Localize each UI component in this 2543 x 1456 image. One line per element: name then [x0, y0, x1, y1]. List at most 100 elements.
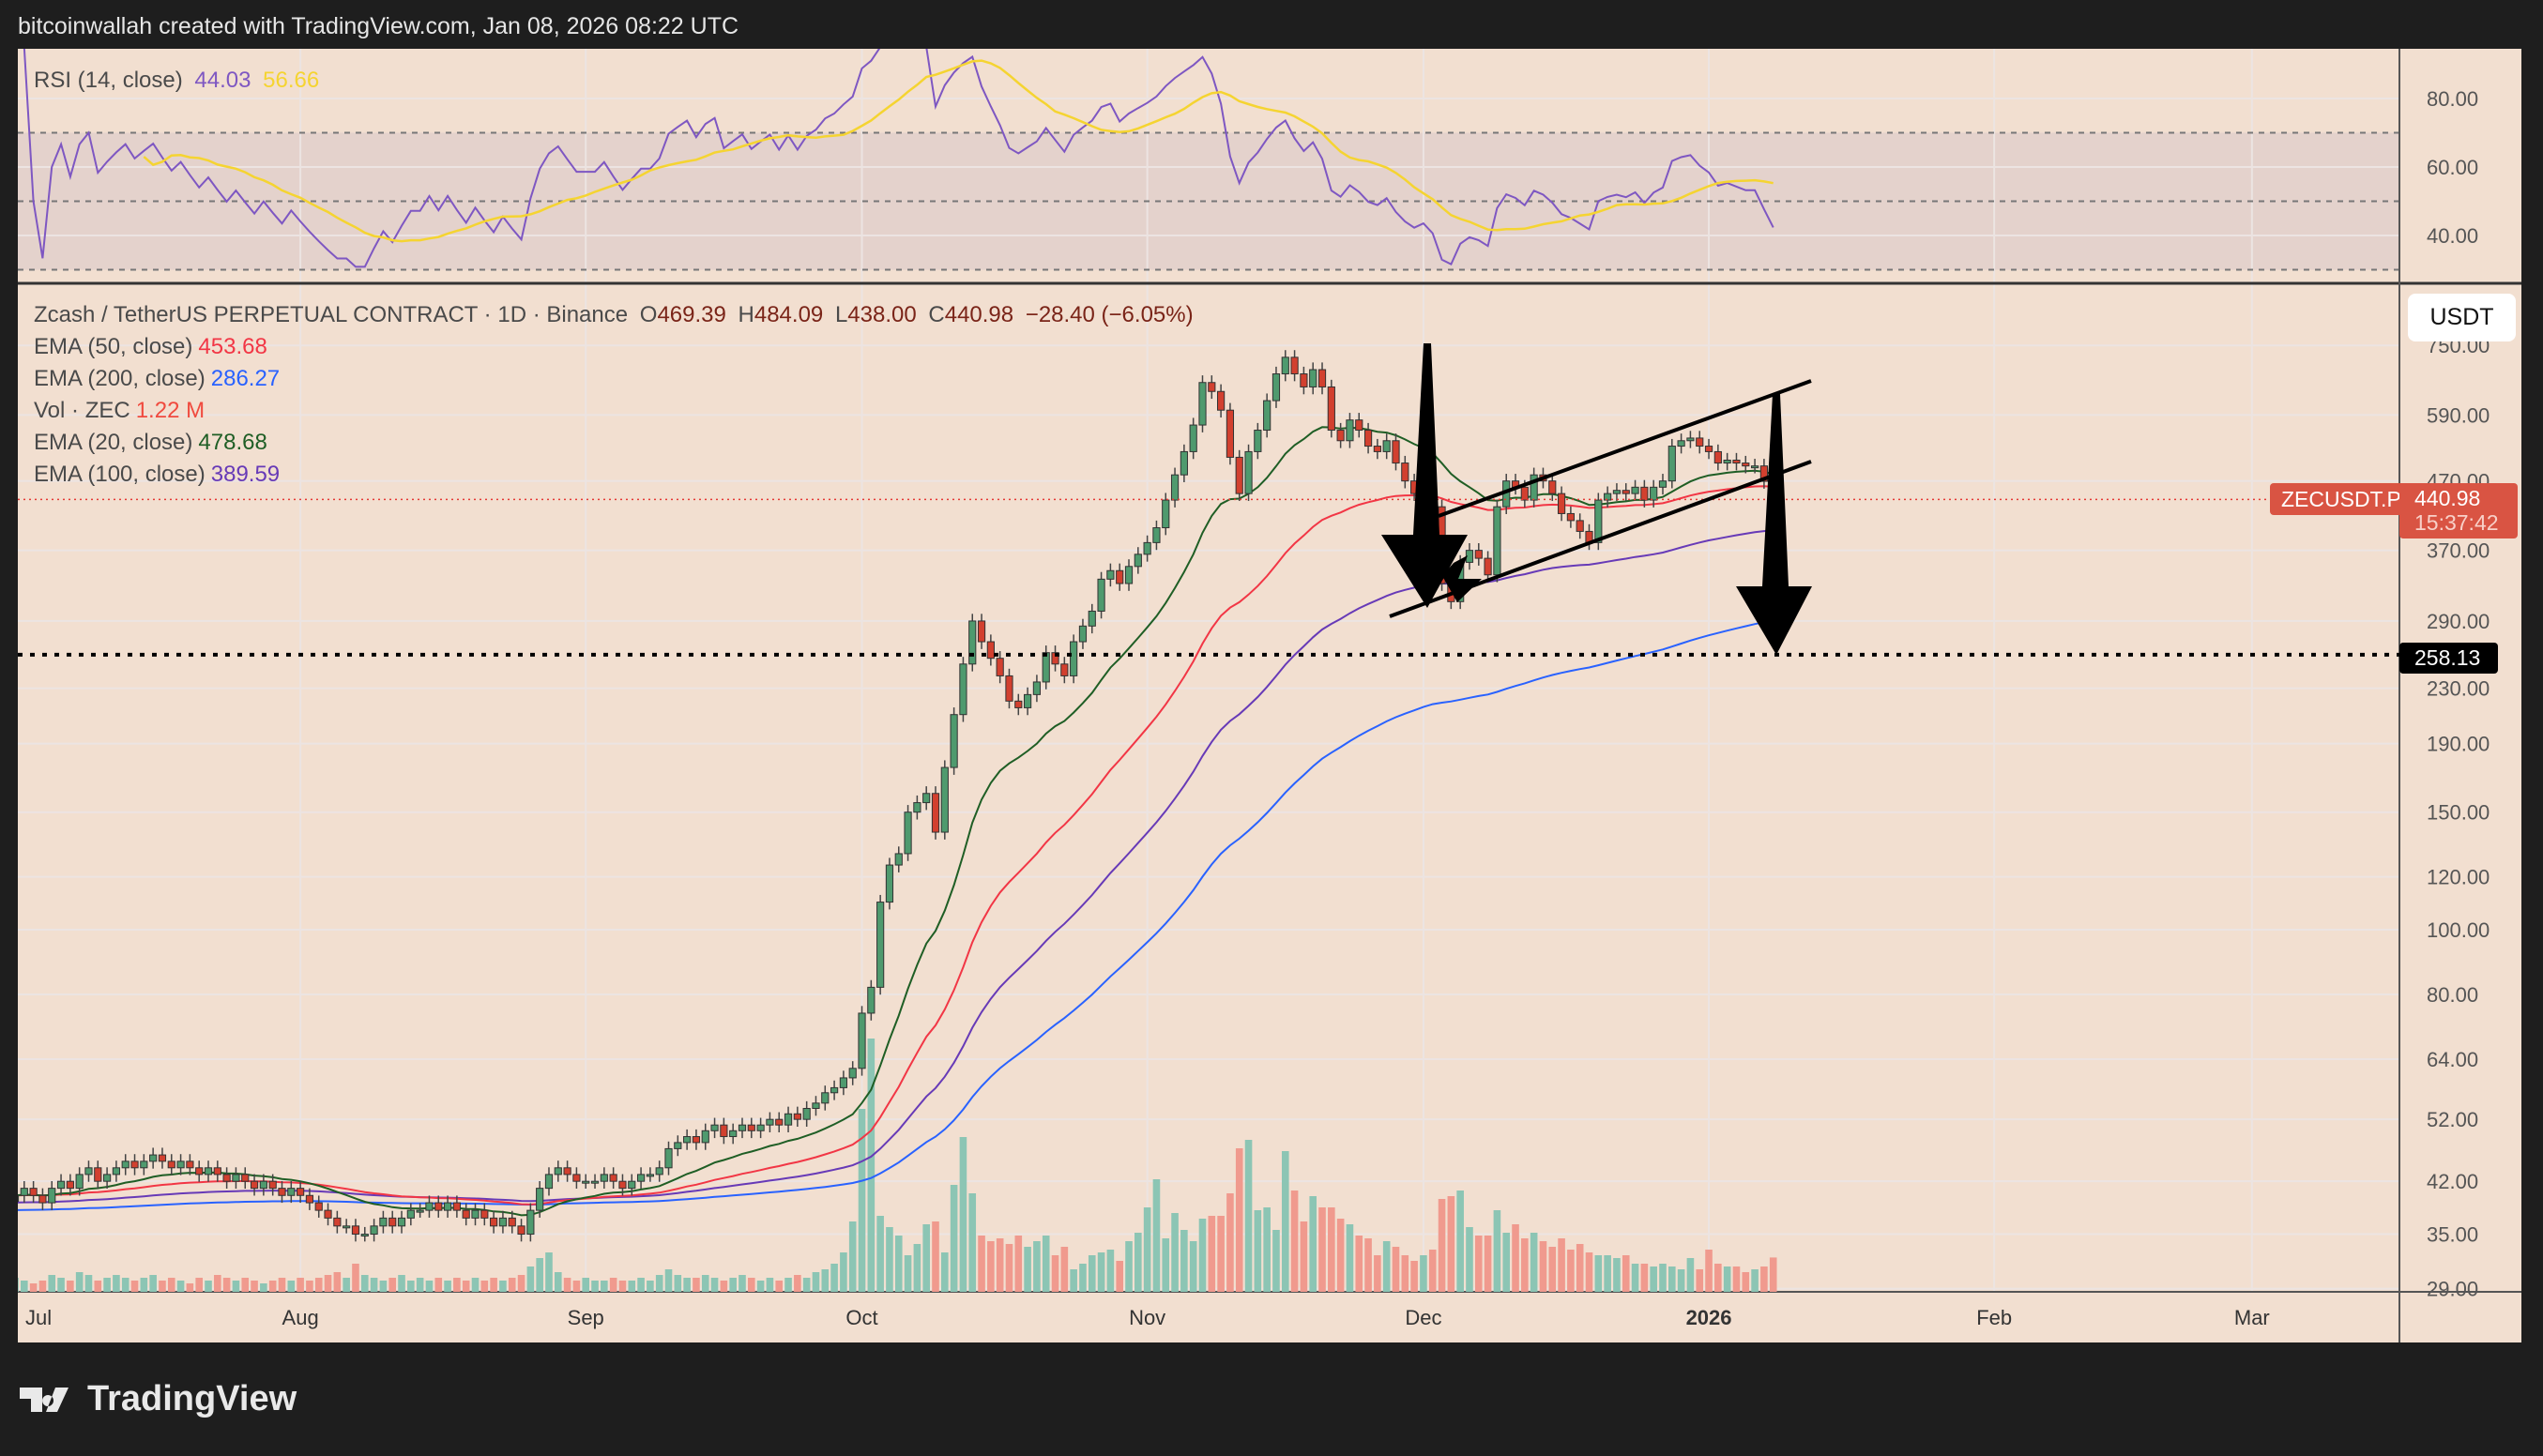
volume-bar: [1530, 1233, 1538, 1292]
candle-body: [490, 1217, 498, 1227]
rsi-ma-value: 56.66: [263, 68, 320, 93]
volume-bar: [1659, 1264, 1667, 1292]
candle-body: [443, 1202, 452, 1211]
candle-body: [1696, 437, 1704, 447]
volume-bar: [756, 1281, 765, 1292]
candle-body: [462, 1209, 470, 1219]
volume-bar: [664, 1269, 673, 1292]
volume-bar: [1751, 1269, 1759, 1292]
rsi-axis-label: 40.00: [2427, 224, 2478, 248]
open-label: O: [639, 302, 658, 327]
time-axis-label: Jul: [25, 1306, 52, 1329]
volume-bar: [1539, 1241, 1547, 1292]
ema50-line: [18, 485, 1774, 1206]
volume-bar: [140, 1278, 148, 1292]
candle-body: [38, 1194, 47, 1204]
candle-body: [710, 1124, 719, 1131]
candle-body: [204, 1167, 213, 1175]
candle-body: [1272, 373, 1281, 402]
candle-body: [1658, 480, 1667, 488]
candle-body: [498, 1217, 508, 1227]
candle-body: [674, 1142, 682, 1149]
volume-bar: [1732, 1266, 1741, 1292]
price-axis-label: 80.00: [2427, 983, 2478, 1007]
volume-bar: [1060, 1247, 1069, 1292]
price-axis-label: 64.00: [2427, 1048, 2478, 1071]
volume-bar: [1125, 1241, 1133, 1292]
candle-body: [1290, 356, 1299, 375]
currency-button[interactable]: USDT: [2408, 294, 2516, 341]
ema100-legend: EMA (100, close) 389.59: [34, 462, 285, 488]
time-axis-label: Aug: [282, 1306, 319, 1329]
volume-bar: [1079, 1264, 1087, 1292]
volume-bar: [379, 1281, 388, 1292]
candle-body: [1005, 675, 1013, 702]
volume-bar: [1585, 1252, 1593, 1292]
chart-canvas[interactable]: Jul Aug Sep Oct Nov Dec 2026 Feb Mar750.00590.00…: [18, 49, 2521, 1342]
volume-bar: [1097, 1252, 1105, 1292]
candle-body: [701, 1130, 709, 1144]
volume-bar: [674, 1275, 682, 1292]
ema200-value: 286.27: [210, 366, 281, 391]
symbol-legend: Zcash / TetherUS PERPETUAL CONTRACT · 1D…: [34, 302, 1199, 328]
volume-bar: [121, 1278, 129, 1292]
volume-bar: [297, 1278, 304, 1292]
volume-bar: [1705, 1250, 1713, 1292]
volume-bar: [398, 1275, 405, 1292]
volume-bar: [1171, 1213, 1179, 1292]
volume-label: Vol · ZEC: [34, 398, 130, 423]
price-axis-label: 29.00: [2427, 1278, 2478, 1301]
price-axis-label: 120.00: [2427, 866, 2490, 889]
candle-body: [176, 1160, 185, 1169]
ema50-label: EMA (50, close): [34, 334, 193, 359]
candle-body: [747, 1124, 755, 1131]
candle-body: [830, 1086, 839, 1094]
volume-bar: [840, 1252, 847, 1292]
volume-bar: [241, 1278, 250, 1292]
volume-bar: [1189, 1241, 1197, 1292]
volume-bar: [159, 1281, 166, 1292]
candle-body: [297, 1188, 305, 1196]
volume-bar: [775, 1281, 784, 1292]
volume-bar: [1328, 1207, 1335, 1292]
candle-body: [1713, 450, 1722, 464]
open-value: 469.39: [657, 302, 726, 327]
volume-bar: [214, 1275, 221, 1292]
candle-body: [867, 986, 876, 1014]
volume-bar: [18, 1278, 19, 1292]
candle-body: [876, 902, 885, 988]
ema20-line: [18, 426, 1774, 1217]
volume-bar: [1466, 1227, 1473, 1292]
chart-area[interactable]: Jul Aug Sep Oct Nov Dec 2026 Feb Mar 750.00 590.00…: [18, 49, 2521, 1342]
volume-bar: [526, 1266, 535, 1292]
volume-bar: [1742, 1272, 1750, 1292]
volume-bar: [251, 1281, 258, 1292]
candle-body: [213, 1167, 221, 1175]
volume-bar: [591, 1281, 599, 1292]
rsi-title: RSI (14, close): [34, 68, 183, 93]
candle-body: [406, 1209, 415, 1219]
tradingview-logo[interactable]: TradingView: [20, 1379, 297, 1419]
candle-body: [1078, 625, 1088, 643]
candle-body: [1309, 369, 1317, 387]
candle-body: [416, 1209, 424, 1213]
volume-bar: [333, 1272, 342, 1292]
down-arrow-icon: [1381, 343, 1468, 608]
candle-body: [1704, 446, 1713, 452]
candle-body: [186, 1160, 194, 1169]
ema20-label: EMA (20, close): [34, 430, 193, 455]
candle-body: [287, 1188, 296, 1196]
candle-body: [305, 1194, 314, 1204]
candle-body: [1042, 652, 1050, 683]
low-label: L: [834, 302, 848, 327]
price-axis-label: 150.00: [2427, 801, 2490, 825]
candle-body: [894, 853, 903, 866]
candle-body: [314, 1202, 323, 1211]
volume-bar: [1374, 1255, 1381, 1292]
volume-bar: [1456, 1191, 1464, 1292]
candle-body: [379, 1217, 388, 1227]
candle-body: [370, 1225, 378, 1236]
candle-body: [1594, 499, 1603, 543]
volume-bar: [739, 1275, 746, 1292]
low-value: 438.00: [847, 302, 917, 327]
